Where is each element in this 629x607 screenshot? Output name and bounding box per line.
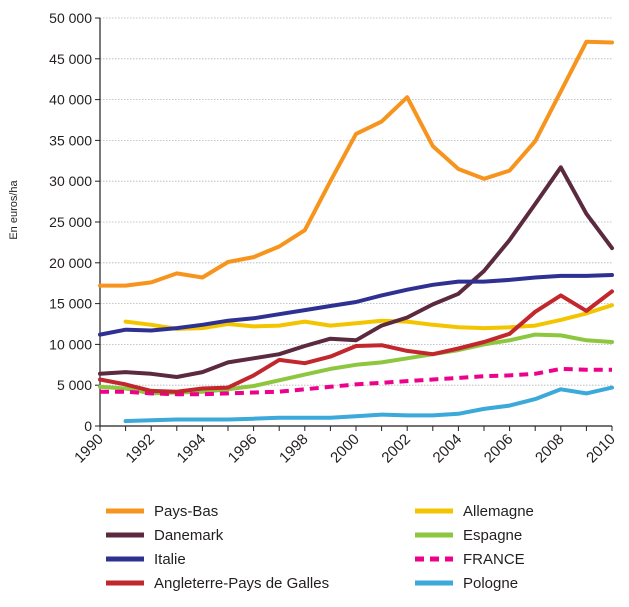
legend-label: Espagne [463,527,522,544]
y-tick-label: 35 000 [49,132,92,148]
legend-label: Danemark [154,527,224,544]
legend-label: Pays-Bas [154,503,218,520]
y-tick-label: 10 000 [49,336,92,352]
legend-label: Italie [154,551,186,568]
legend-label: Angleterre-Pays de Galles [154,575,329,592]
y-tick-label: 20 000 [49,255,92,271]
x-tick-label: 2008 [532,431,568,467]
series-line-pays-bas [98,39,614,288]
series-line-italie [98,273,614,337]
x-tick-label: 2010 [583,431,619,467]
y-tick-label: 15 000 [49,296,92,312]
series-lines [98,39,614,424]
y-tick-label: 0 [84,418,92,434]
x-tick-label: 1998 [276,431,312,467]
x-tick-label: 1992 [122,431,158,467]
series-line-danemark [98,165,614,379]
y-tick-label: 30 000 [49,173,92,189]
x-tick-label: 2000 [327,431,363,467]
x-tick-label: 1996 [225,431,261,467]
y-axis-label: En euros/ha [8,179,20,239]
y-tick-label: 45 000 [49,51,92,67]
series-line-france [100,366,612,397]
x-tick-label: 2004 [430,431,466,467]
x-tick-label: 2002 [378,431,414,467]
y-tick-label: 25 000 [49,214,92,230]
y-tick-label: 40 000 [49,92,92,108]
legend-label: Pologne [463,575,518,592]
legend-label: Allemagne [463,503,534,520]
y-tick-label: 50 000 [49,10,92,26]
series-line-allemagne [123,303,614,331]
x-tick-label: 2006 [481,431,517,467]
series-line-angleterre-pays-de-galles [98,289,614,394]
legend: Pays-Bas Allemagne Danemark Espagne Italie FR… [106,503,534,592]
y-tick-label: 5 000 [57,377,92,393]
grid-lines [100,17,612,386]
x-tick-label: 1994 [174,431,210,467]
x-tick-label: 1990 [71,431,107,467]
series-line-pologne [123,385,614,424]
legend-label: FRANCE [463,551,525,568]
